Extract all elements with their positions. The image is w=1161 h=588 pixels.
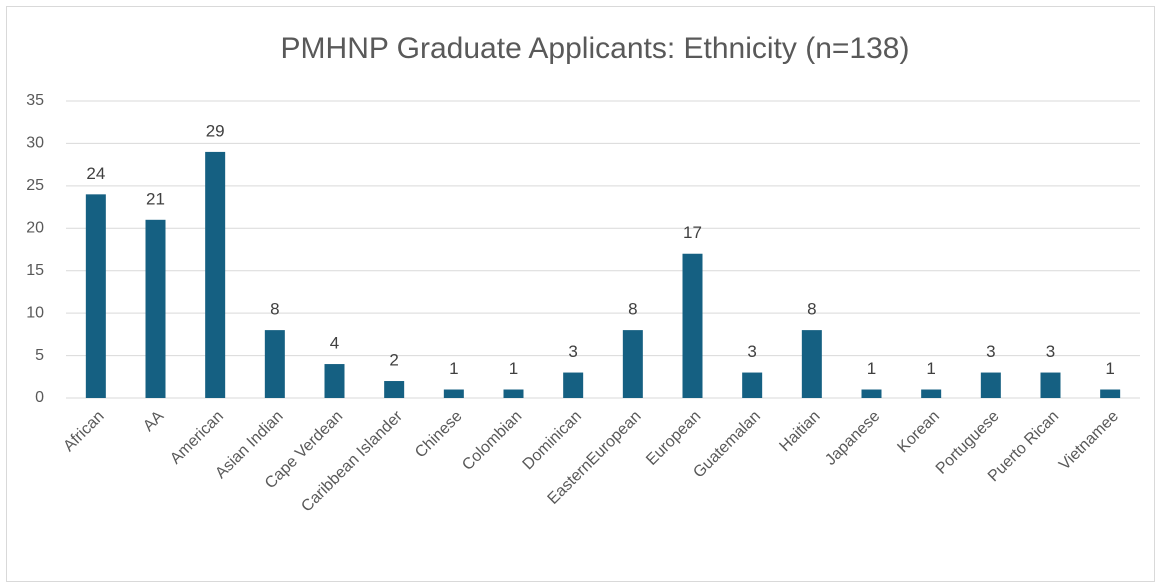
- bar: [324, 364, 345, 398]
- y-tick-label: 10: [26, 304, 44, 321]
- data-label: 2: [389, 351, 398, 370]
- data-label: 1: [926, 359, 935, 378]
- y-tick-label: 35: [26, 92, 44, 109]
- bar: [801, 330, 822, 398]
- y-tick-label: 5: [35, 347, 44, 364]
- bar: [1100, 389, 1121, 398]
- bar: [384, 381, 405, 398]
- y-tick-label: 15: [26, 262, 44, 279]
- bar: [85, 194, 106, 398]
- data-label: 29: [206, 121, 225, 140]
- data-label: 1: [509, 359, 518, 378]
- data-label: 24: [86, 164, 105, 183]
- data-label: 3: [1046, 342, 1055, 361]
- chart-title: PMHNP Graduate Applicants: Ethnicity (n=…: [281, 32, 910, 65]
- bar: [861, 389, 882, 398]
- bar: [921, 389, 942, 398]
- bar: [682, 253, 703, 398]
- bar: [503, 389, 524, 398]
- y-tick-label: 30: [26, 135, 44, 152]
- bar: [264, 330, 285, 398]
- bar: [622, 330, 643, 398]
- data-label: 1: [449, 359, 458, 378]
- bar: [742, 372, 763, 398]
- data-label: 8: [628, 300, 637, 319]
- y-tick-label: 25: [26, 177, 44, 194]
- y-tick-label: 20: [26, 220, 44, 237]
- data-label: 3: [747, 342, 756, 361]
- bar: [145, 219, 166, 398]
- data-label: 17: [683, 223, 702, 242]
- data-label: 1: [867, 359, 876, 378]
- chart-border: [6, 6, 1155, 582]
- bar: [980, 372, 1001, 398]
- bar: [1040, 372, 1061, 398]
- y-tick-label: 0: [35, 389, 44, 406]
- data-label: 8: [807, 300, 816, 319]
- data-label: 4: [330, 334, 339, 353]
- data-label: 21: [146, 189, 165, 208]
- bar: [443, 389, 464, 398]
- data-label: 8: [270, 300, 279, 319]
- bar: [205, 151, 226, 398]
- data-label: 1: [1105, 359, 1114, 378]
- bar: [563, 372, 584, 398]
- data-label: 3: [568, 342, 577, 361]
- data-label: 3: [986, 342, 995, 361]
